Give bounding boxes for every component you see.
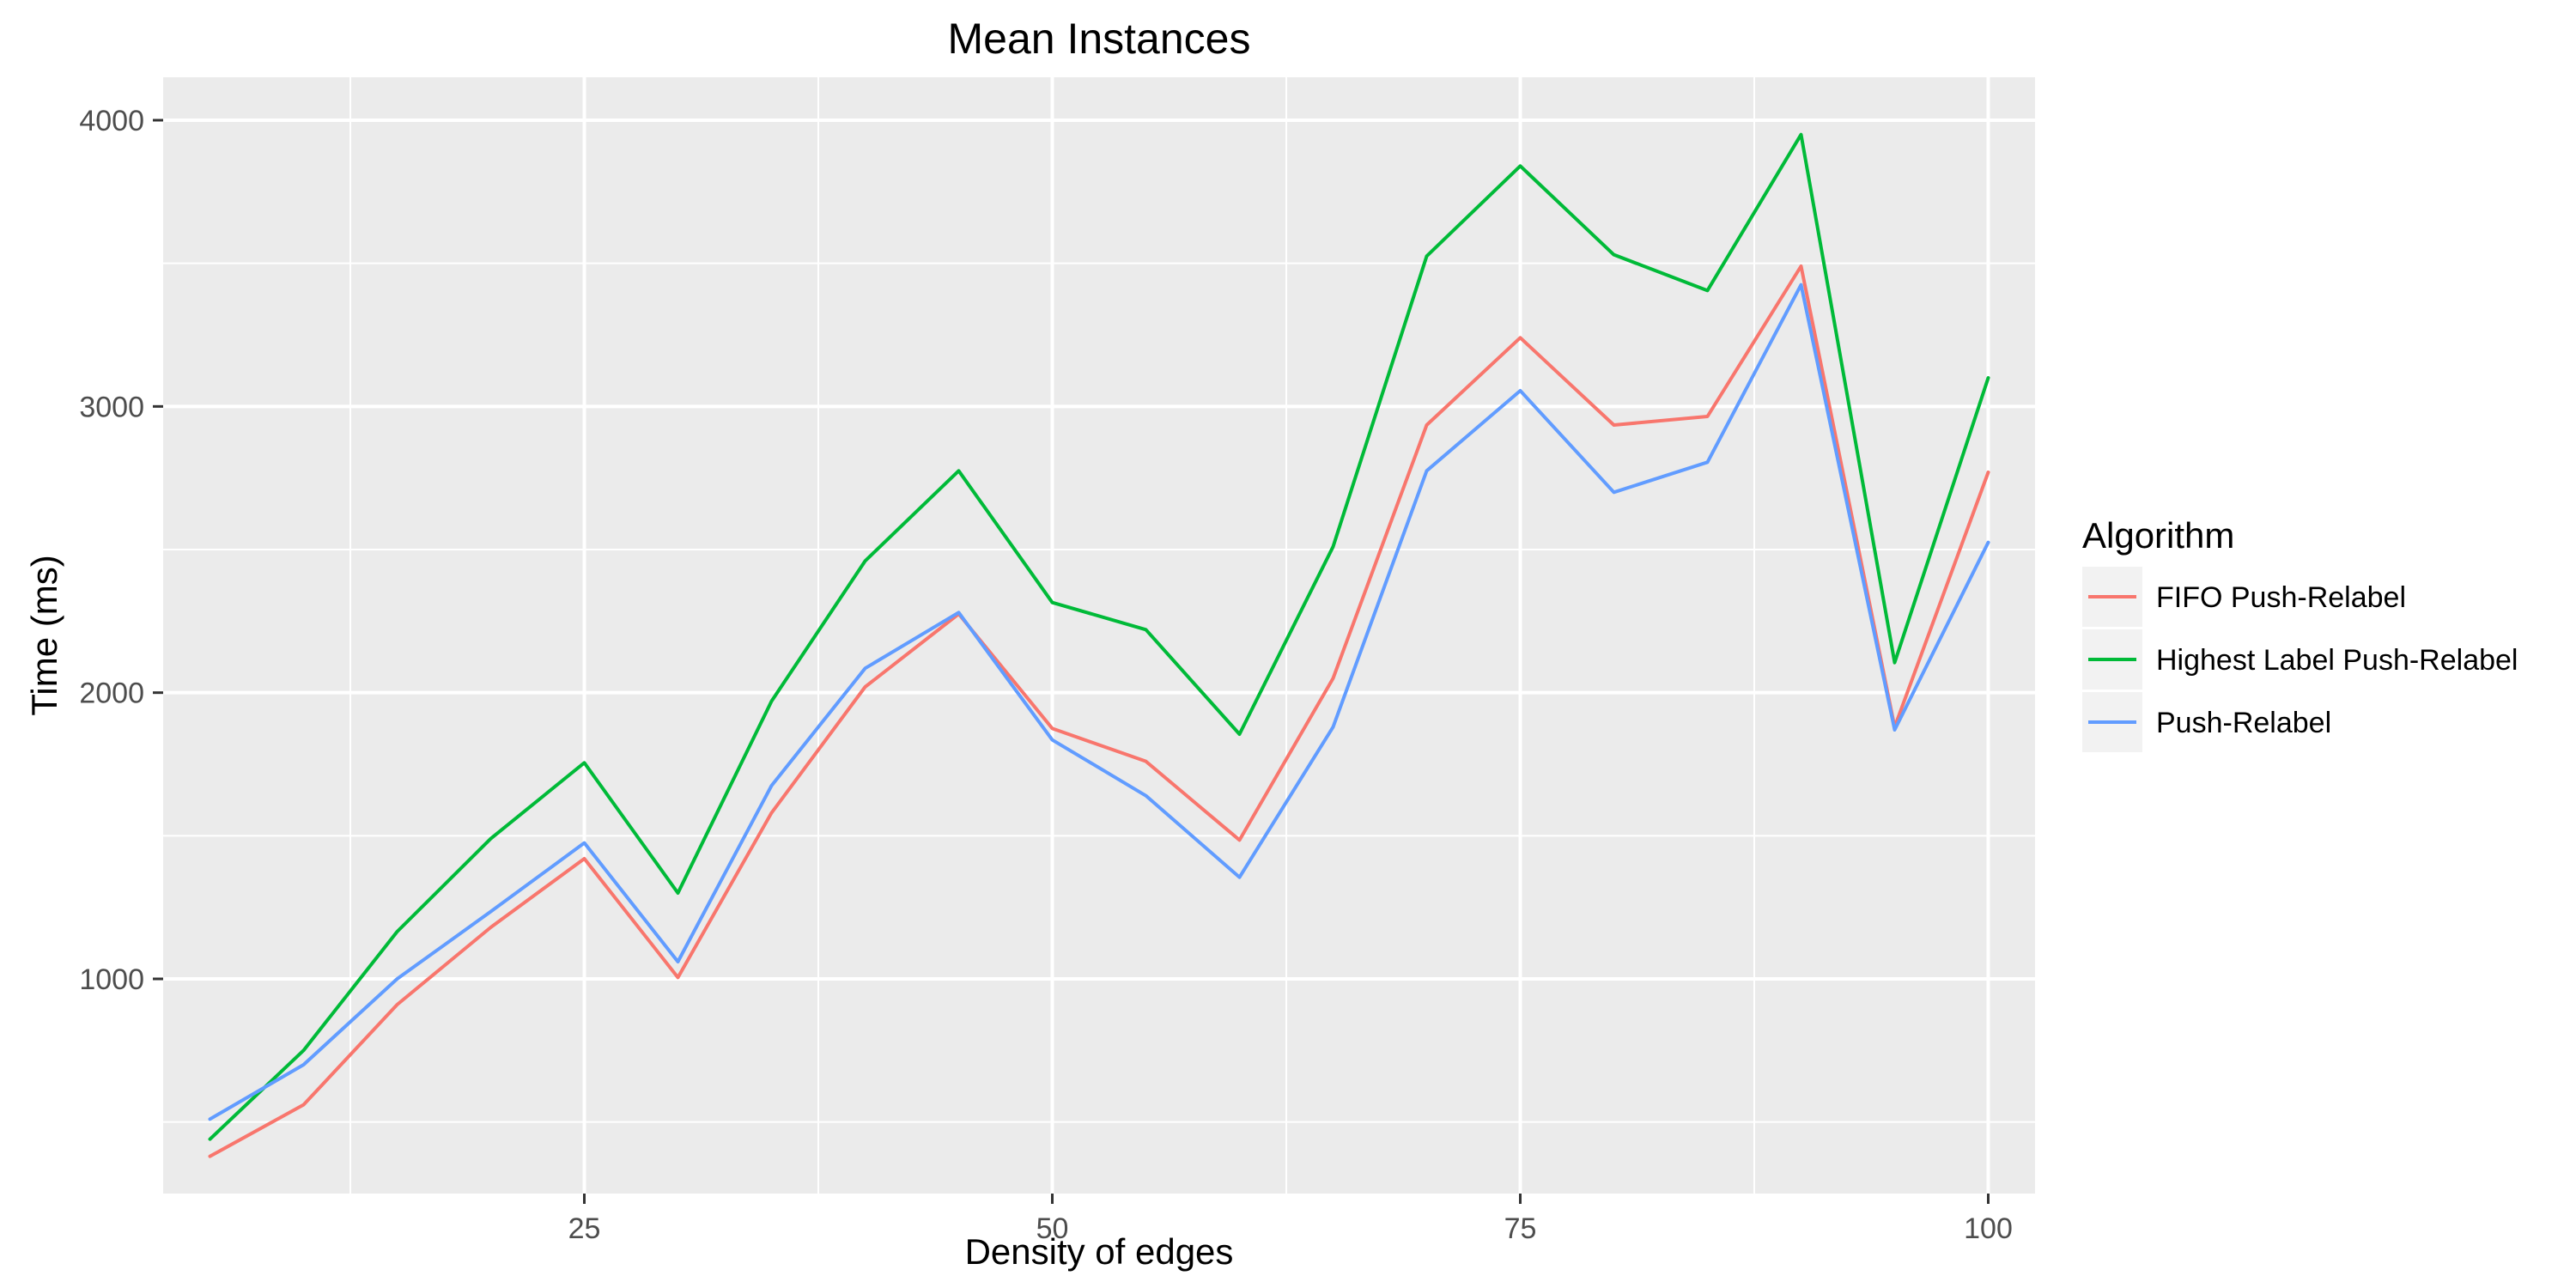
x-tick-label: 50 [1036, 1212, 1069, 1245]
legend-item-3: Push-Relabel [2082, 692, 2331, 752]
chart-title: Mean Instances [948, 15, 1251, 63]
y-tick-label: 1000 [79, 963, 144, 996]
legend-item-2: Highest Label Push-Relabel [2082, 629, 2518, 690]
legend: Algorithm FIFO Push-Relabel Highest Label… [2082, 515, 2518, 752]
legend-label: FIFO Push-Relabel [2156, 581, 2406, 614]
legend-title: Algorithm [2082, 515, 2234, 556]
legend-item-1: FIFO Push-Relabel [2082, 567, 2406, 627]
legend-items: FIFO Push-Relabel Highest Label Push-Rela… [2082, 567, 2518, 752]
y-tick-label: 3000 [79, 391, 144, 423]
x-axis-title: Density of edges [965, 1231, 1234, 1272]
series-line-3 [208, 283, 1990, 1121]
x-tick-label: 25 [568, 1212, 601, 1245]
axes: 1000 2000 3000 4000 25 50 75 100 [79, 105, 2013, 1245]
grid-lines [163, 77, 2035, 1194]
legend-label: Push-Relabel [2156, 707, 2331, 739]
x-tick-label: 100 [1964, 1212, 2013, 1245]
y-tick-label: 2000 [79, 677, 144, 710]
series-lines [208, 132, 1990, 1158]
series-line-1 [208, 264, 1990, 1158]
x-tick-label: 75 [1504, 1212, 1537, 1245]
series-line-2 [208, 132, 1990, 1141]
legend-label: Highest Label Push-Relabel [2156, 644, 2518, 677]
y-axis-title: Time (ms) [24, 555, 64, 715]
y-tick-label: 4000 [79, 105, 144, 137]
